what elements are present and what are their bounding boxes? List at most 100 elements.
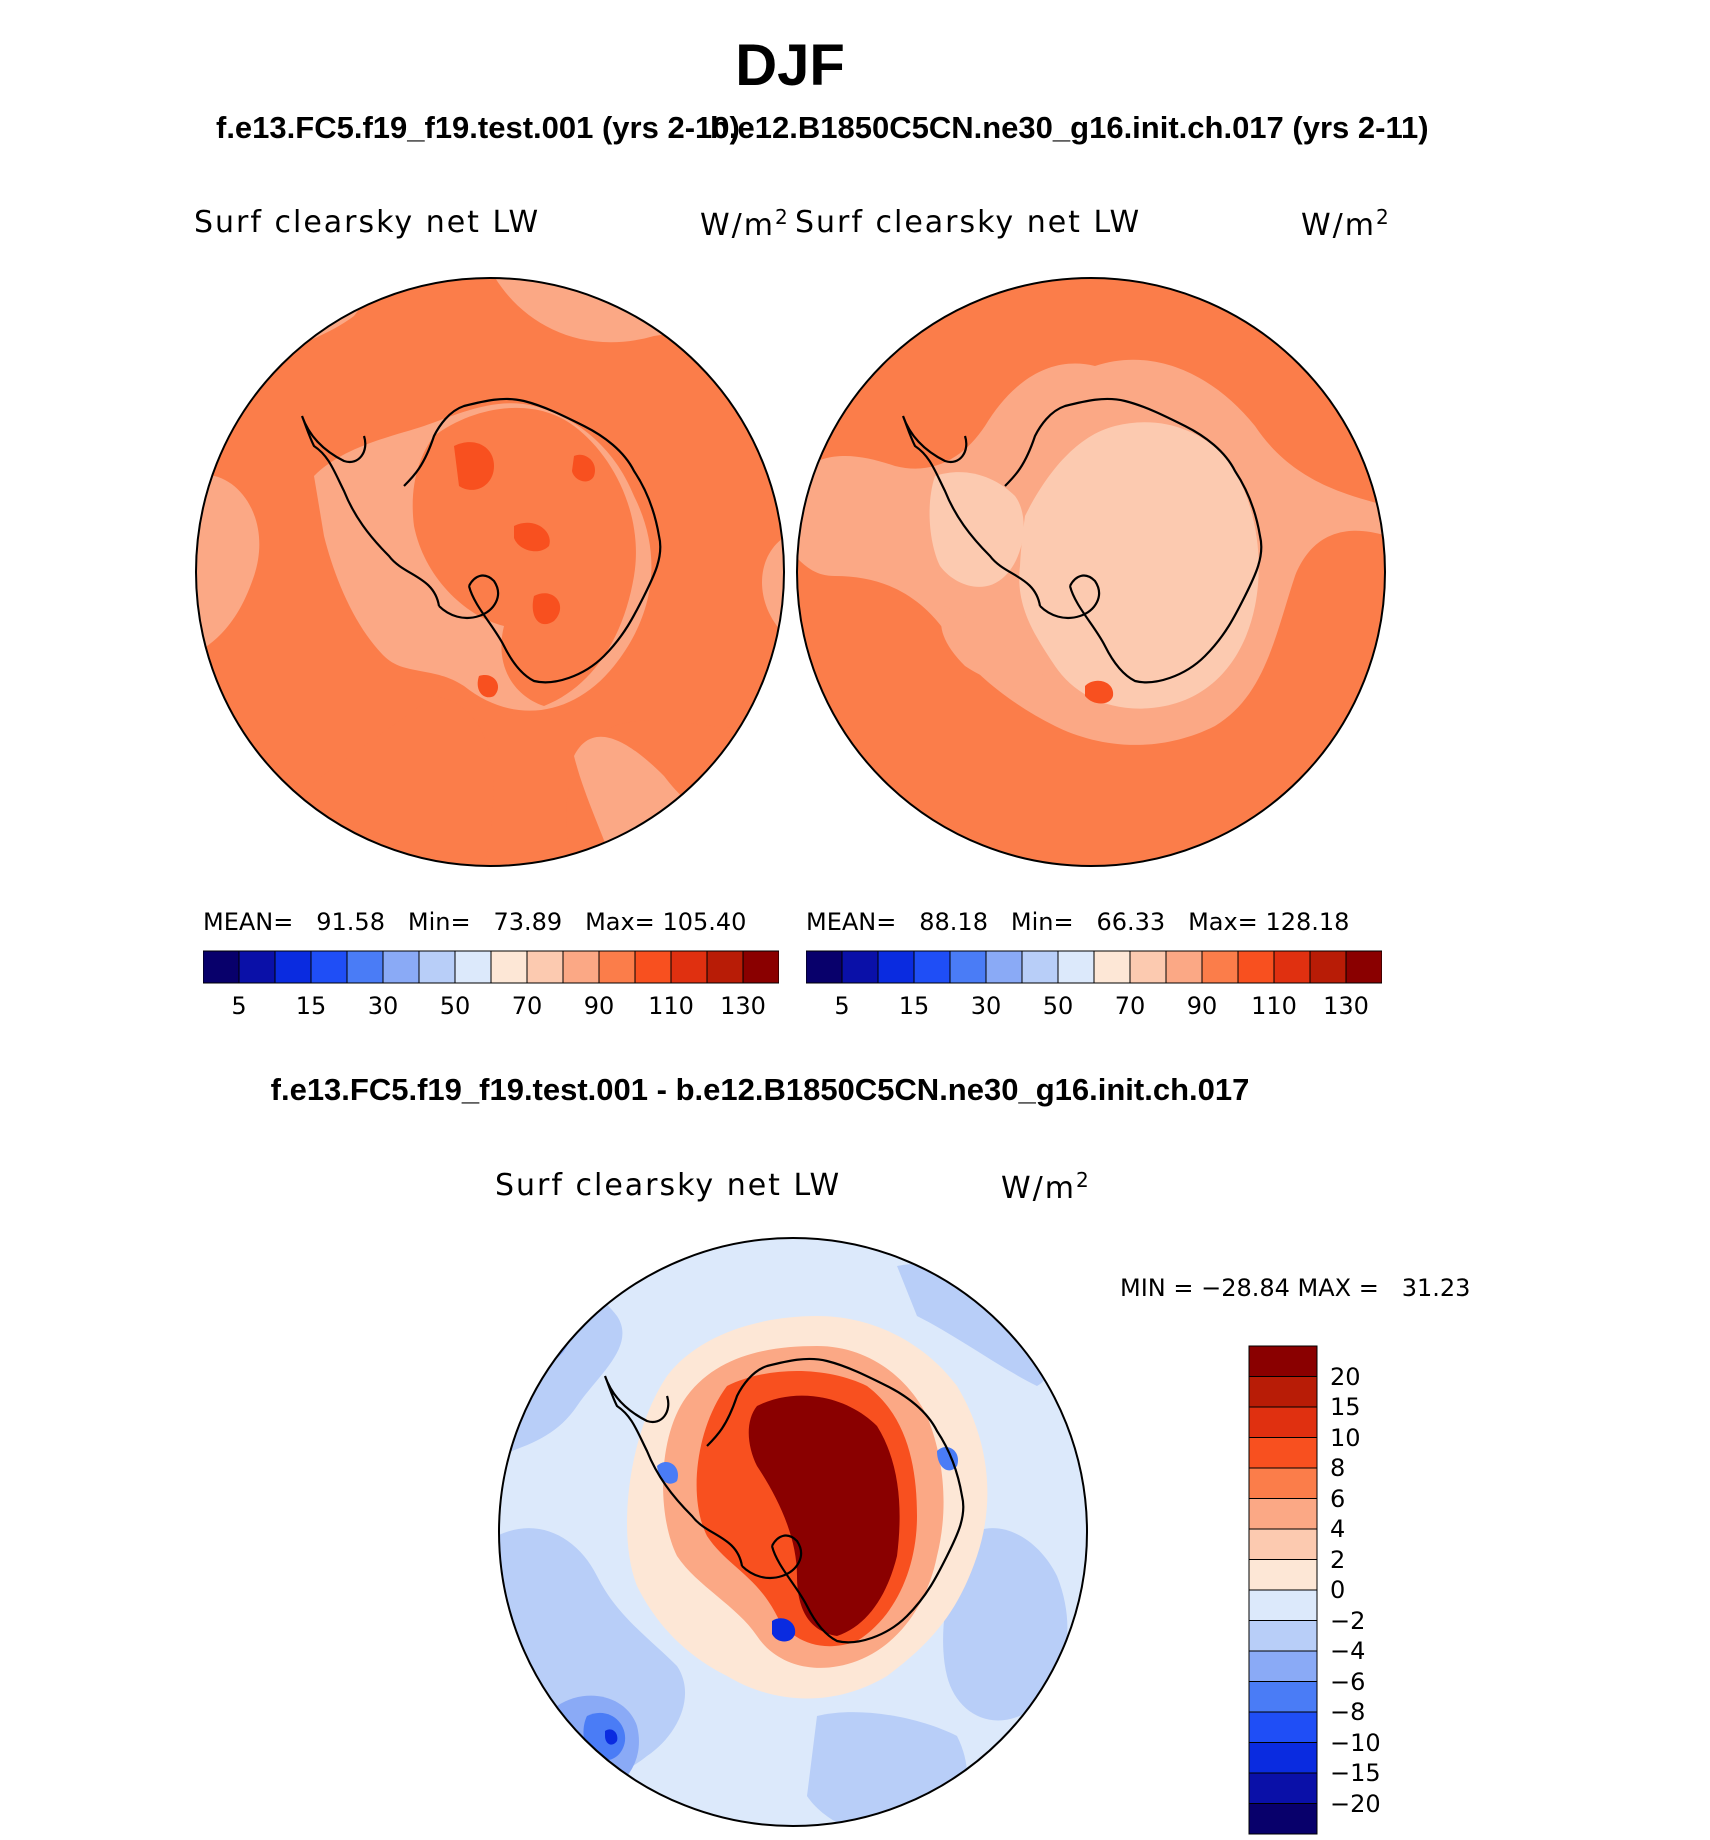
right-colorbar-swatch <box>1021 950 1059 984</box>
right-colorbar-swatch <box>1237 950 1275 984</box>
diff-colorbar-tick-label: 6 <box>1330 1484 1346 1513</box>
left-colorbar-swatch <box>526 950 564 984</box>
right-colorbar-swatch <box>806 950 843 984</box>
left-colorbar-tick-label: 30 <box>367 992 399 1020</box>
right-polar-map <box>796 277 1386 867</box>
right-colorbar-ticks: 5 15 30 50 70 90 110 130 <box>806 992 1382 1022</box>
right-contour-light-s <box>941 606 1045 687</box>
right-colorbar-swatch <box>841 950 879 984</box>
left-polar-map <box>195 277 785 867</box>
left-colorbar-tick-label: 5 <box>231 992 247 1020</box>
left-colorbar-swatch <box>742 950 779 984</box>
diff-colorbar-swatch <box>1248 1467 1318 1499</box>
diff-colorbar-tick-label: −8 <box>1330 1698 1366 1726</box>
diff-colorbar-swatch <box>1248 1772 1318 1804</box>
left-colorbar-swatch <box>454 950 492 984</box>
right-variable-label: Surf clearsky net LW <box>795 205 1142 240</box>
right-colorbar-swatch <box>1345 950 1382 984</box>
diff-map-border <box>498 1237 1088 1827</box>
diff-contour-db-sw <box>605 1729 618 1745</box>
diff-colorbar-tick-label: 10 <box>1330 1423 1361 1452</box>
diff-colorbar-tick-label: −6 <box>1330 1667 1366 1696</box>
diff-colorbar-swatch <box>1248 1376 1318 1408</box>
left-contour-light-w <box>196 474 260 656</box>
left-colorbar-swatch <box>490 950 528 984</box>
right-colorbar-swatch <box>1057 950 1095 984</box>
left-colorbar-tick-label: 50 <box>439 992 471 1020</box>
right-colorbar-tick-label: 15 <box>898 992 930 1020</box>
left-colorbar-tick-label: 110 <box>648 992 694 1020</box>
left-case-title: f.e13.FC5.f19_f19.test.001 (yrs 2-10) <box>216 110 740 145</box>
right-colorbar-swatch <box>877 950 915 984</box>
diff-colorbar-swatch <box>1248 1589 1318 1621</box>
left-colorbar-swatch <box>598 950 636 984</box>
left-units-label: W/m2 <box>700 205 790 243</box>
diff-colorbar-tick-label: 4 <box>1330 1515 1346 1543</box>
left-colorbar-swatch <box>670 950 708 984</box>
diff-colorbar-tick-label: 15 <box>1330 1393 1361 1421</box>
left-stats-line: MEAN= 91.58 Min= 73.89 Max= 105.40 <box>203 908 747 936</box>
left-colorbar-swatch <box>274 950 312 984</box>
left-contour-light-e <box>762 536 784 636</box>
diff-colorbar-tick-label: 2 <box>1330 1545 1346 1574</box>
left-colorbar-tick-label: 70 <box>511 992 543 1020</box>
right-colorbar-tick-label: 90 <box>1186 992 1218 1020</box>
right-case-title: b.e12.B1850C5CN.ne30_g16.init.ch.017 (yr… <box>710 110 1429 145</box>
diff-colorbar-swatch <box>1248 1498 1318 1530</box>
left-colorbar-ticks: 5 15 30 50 70 90 110 130 <box>203 992 779 1022</box>
diff-units-label: W/m2 <box>1001 1168 1091 1206</box>
left-colorbar-swatch <box>418 950 456 984</box>
right-colorbar-tick-label: 130 <box>1323 992 1369 1020</box>
left-contour-red-2 <box>572 454 595 482</box>
difference-title: f.e13.FC5.f19_f19.test.001 - b.e12.B1850… <box>270 1072 1250 1107</box>
diff-contour-neg-spot <box>772 1618 796 1642</box>
diff-colorbar-tick-label: −20 <box>1330 1789 1381 1818</box>
difference-polar-map <box>498 1237 1088 1827</box>
right-colorbar-swatch <box>1165 950 1203 984</box>
right-units-label: W/m2 <box>1301 205 1391 243</box>
diff-colorbar-swatch <box>1248 1406 1318 1438</box>
right-colorbar-tick-label: 5 <box>834 992 850 1020</box>
left-colorbar-swatch <box>382 950 420 984</box>
diff-colorbar-swatch <box>1248 1528 1318 1560</box>
left-colorbar-swatch <box>346 950 384 984</box>
diff-colorbar-swatch <box>1248 1559 1318 1591</box>
diff-colorbar-tick-label: 0 <box>1330 1576 1346 1604</box>
diff-colorbar-swatch <box>1248 1620 1318 1652</box>
diff-colorbar-tick-label: −15 <box>1330 1759 1381 1787</box>
left-colorbar-swatch <box>203 950 240 984</box>
diff-minmax-label: MIN = −28.84 MAX = 31.23 <box>1120 1274 1471 1302</box>
figure-season-title: DJF <box>735 33 845 98</box>
left-map-border <box>195 277 785 867</box>
diff-colorbar-tick-label: 8 <box>1330 1454 1346 1482</box>
diff-colorbar-tick-label: −2 <box>1330 1606 1366 1635</box>
diff-colorbar-swatch <box>1248 1345 1318 1377</box>
diff-colorbar-swatch <box>1248 1681 1318 1713</box>
right-colorbar-tick-label: 50 <box>1042 992 1074 1020</box>
diff-colorbar-swatch <box>1248 1711 1318 1743</box>
left-colorbar-tick-label: 130 <box>720 992 766 1020</box>
right-colorbar-swatch <box>1273 950 1311 984</box>
diff-colorbar-tick-label: −10 <box>1330 1728 1381 1757</box>
right-colorbar-swatch <box>1309 950 1347 984</box>
diff-contour-lb-e <box>943 1528 1068 1721</box>
left-contour-red-4 <box>532 593 561 625</box>
diff-variable-label: Surf clearsky net LW <box>495 1168 842 1203</box>
left-antarctic-coastline <box>300 397 662 684</box>
diff-contour-pos-20 <box>748 1395 900 1636</box>
left-colorbar-tick-label: 15 <box>295 992 327 1020</box>
left-colorbar-swatch <box>562 950 600 984</box>
left-contour-red-5 <box>477 675 499 698</box>
diff-colorbar-swatch <box>1248 1742 1318 1774</box>
right-colorbar-swatch <box>1093 950 1131 984</box>
diff-colorbar-tick-label: −4 <box>1330 1637 1366 1665</box>
diff-colorbar-swatch <box>1248 1803 1318 1835</box>
left-variable-label: Surf clearsky net LW <box>194 205 541 240</box>
diff-colorbar-swatch <box>1248 1437 1318 1469</box>
left-colorbar-swatch <box>706 950 744 984</box>
left-colorbar-swatch <box>310 950 348 984</box>
left-contour-red-3 <box>514 522 550 552</box>
diff-contour-lb-ne <box>897 1263 1048 1386</box>
right-colorbar <box>806 950 1382 984</box>
right-colorbar-swatch <box>1129 950 1167 984</box>
